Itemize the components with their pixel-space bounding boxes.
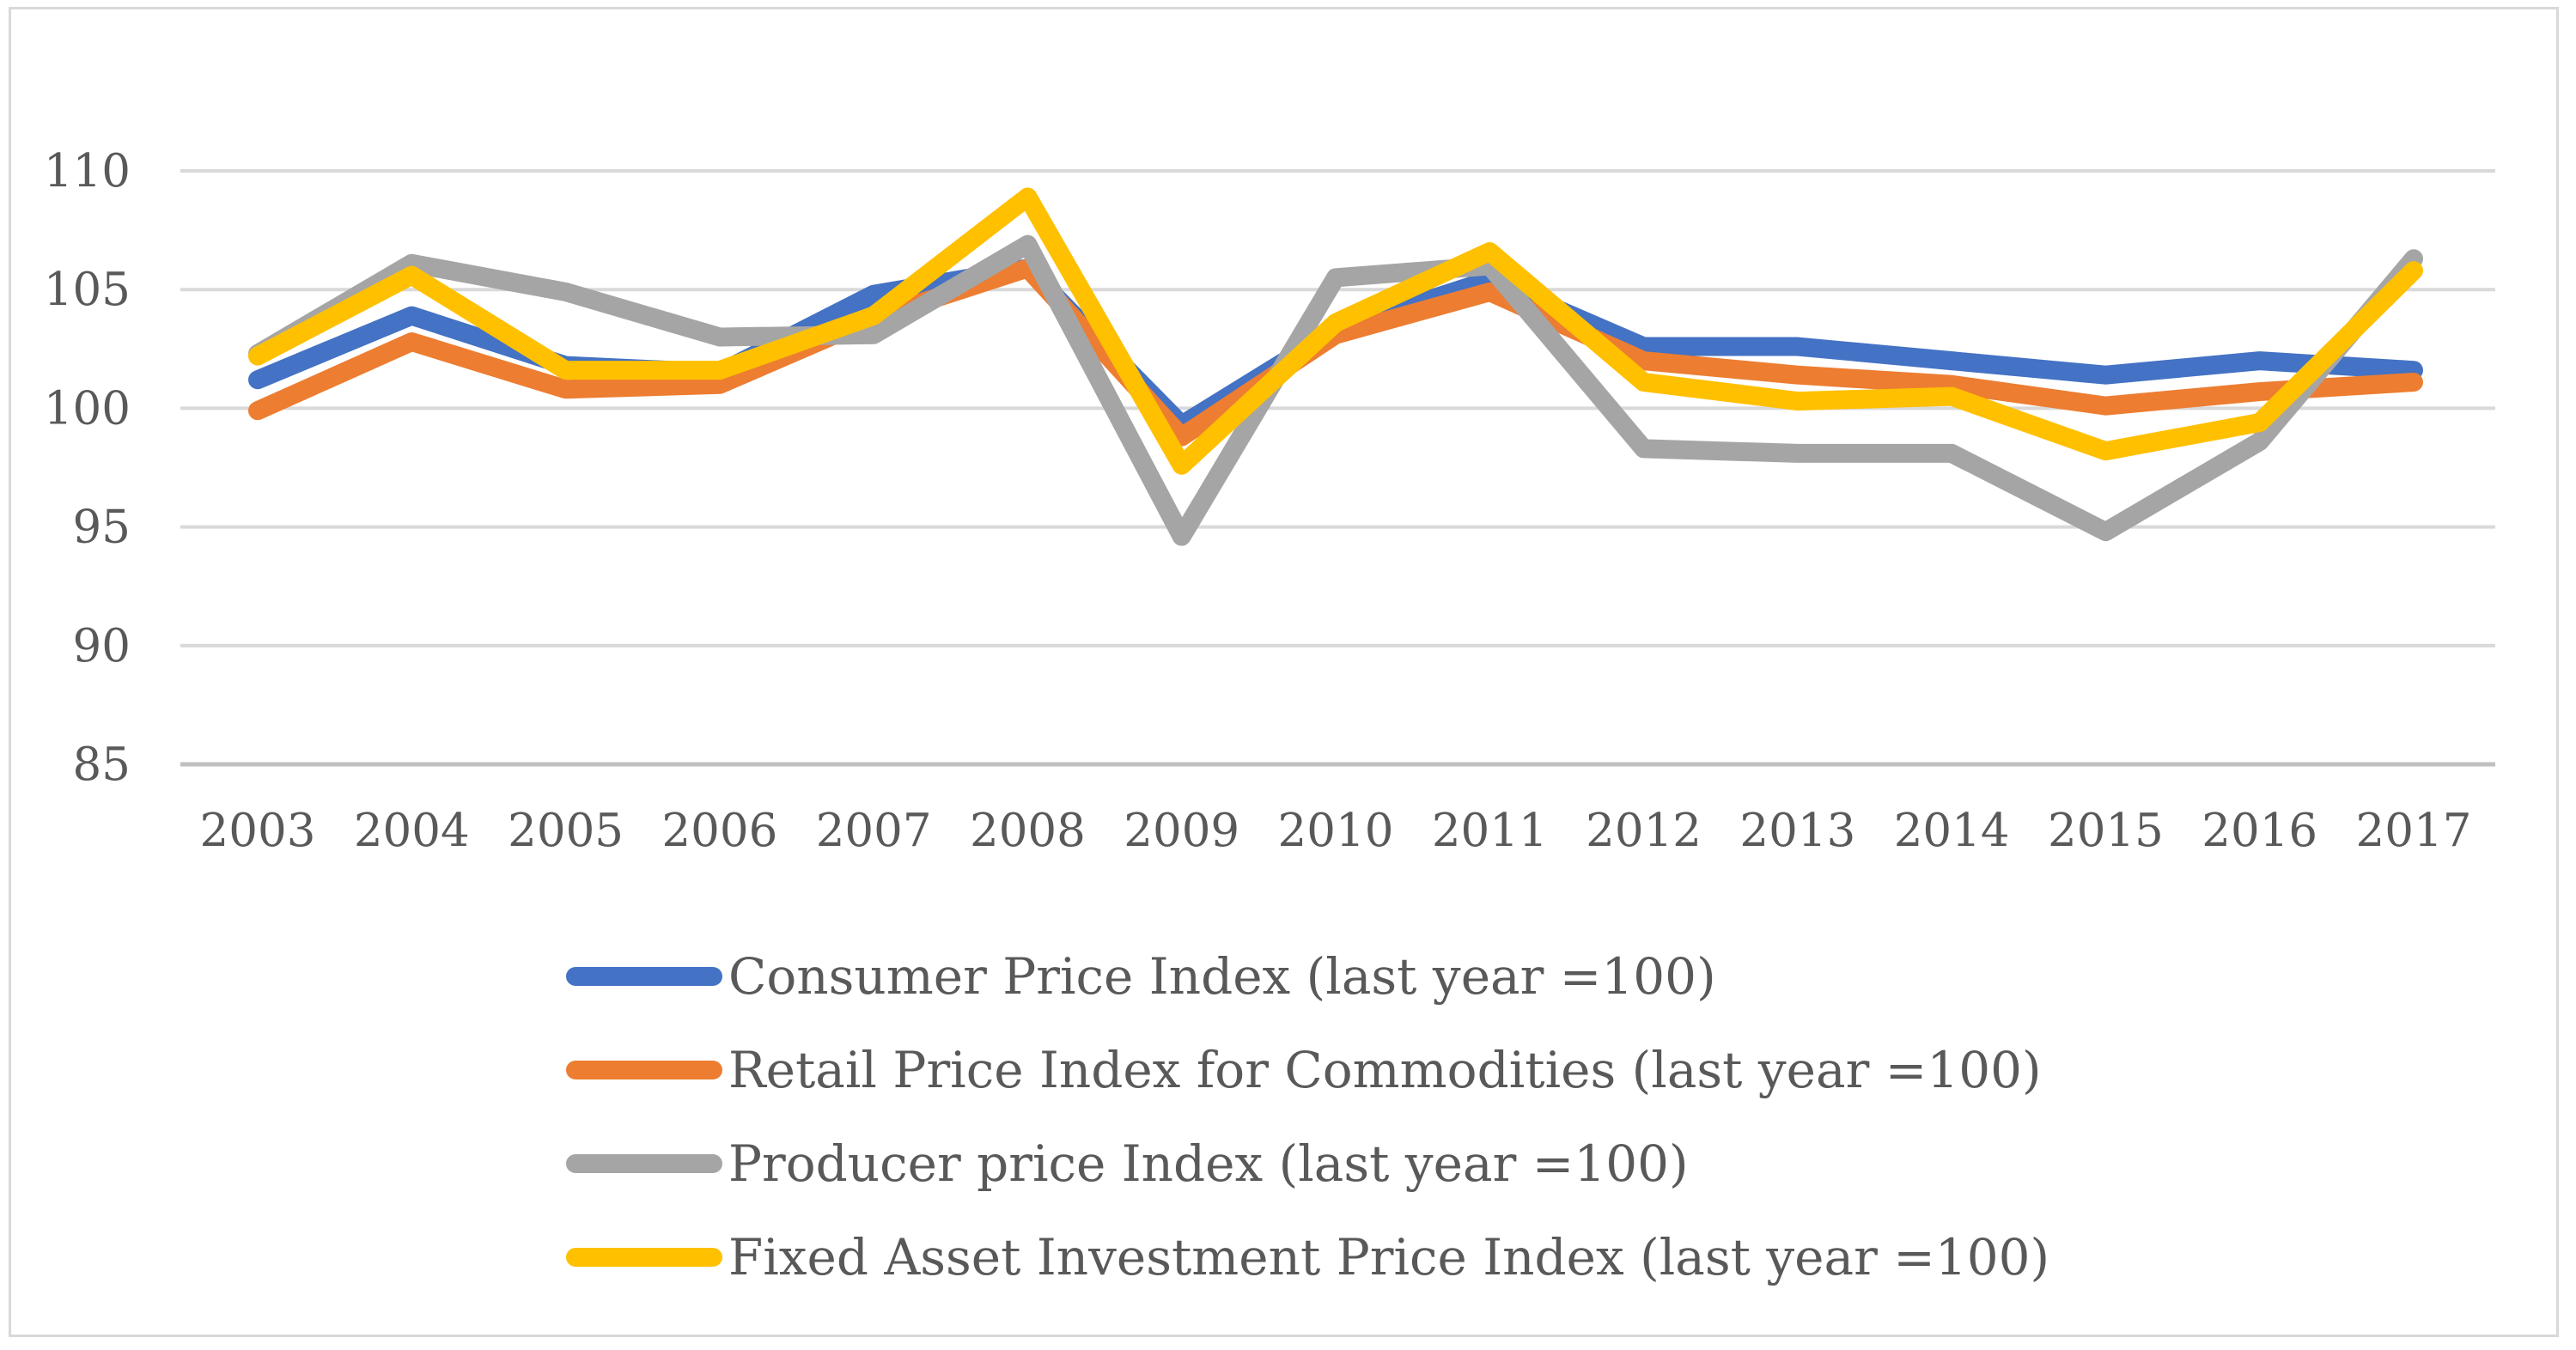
- legend-label-2: Retail Price Index for Commodities (last…: [728, 1041, 2042, 1099]
- series-line-4: [248, 187, 2423, 475]
- y-tick-label: 100: [44, 382, 131, 435]
- y-axis-tick-labels: 85 90 95 100 105 110: [44, 145, 131, 791]
- x-tick-label: 2012: [1586, 805, 1702, 857]
- x-tick-label: 2014: [1894, 805, 2010, 857]
- x-tick-label: 2015: [2048, 805, 2164, 857]
- legend: Consumer Price Index (last year =100) Ret…: [566, 947, 2049, 1286]
- x-tick-label: 2004: [354, 805, 470, 857]
- y-tick-label: 110: [44, 145, 131, 198]
- x-tick-label: 2005: [508, 805, 624, 857]
- legend-label-3: Producer price Index (last year =100): [728, 1134, 1689, 1193]
- x-tick-label: 2011: [1432, 805, 1548, 857]
- x-tick-label: 2008: [970, 805, 1086, 857]
- y-tick-label: 85: [73, 739, 131, 791]
- x-tick-label: 2010: [1278, 805, 1394, 857]
- x-tick-label: 2013: [1739, 805, 1855, 857]
- x-axis-tick-labels: 2003 2004 2005 2006 2007 2008 2009 2010 2011 2012…: [200, 805, 2472, 857]
- series-lines: [248, 187, 2423, 546]
- x-tick-label: 2003: [200, 805, 316, 857]
- legend-label-1: Consumer Price Index (last year =100): [728, 947, 1716, 1006]
- chart-frame: [9, 7, 2559, 1337]
- y-tick-label: 90: [73, 620, 131, 672]
- series-line-3: [248, 234, 2423, 546]
- x-tick-label: 2006: [661, 805, 777, 857]
- legend-label-4: Fixed Asset Investment Price Index (last…: [728, 1228, 2049, 1286]
- x-tick-label: 2007: [816, 805, 932, 857]
- gridlines: [180, 169, 2495, 767]
- x-tick-label: 2009: [1124, 805, 1239, 857]
- y-tick-label: 95: [73, 502, 131, 554]
- x-tick-label: 2016: [2201, 805, 2317, 857]
- x-tick-label: 2017: [2356, 805, 2472, 857]
- y-tick-label: 105: [44, 264, 131, 316]
